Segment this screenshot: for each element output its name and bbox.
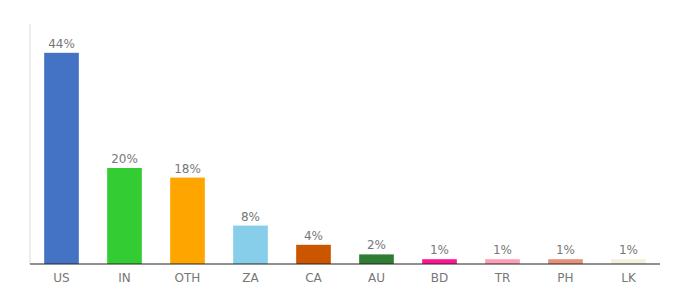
data-label: 18%: [174, 162, 201, 176]
bars: [44, 53, 646, 264]
x-tick-label: OTH: [175, 271, 201, 285]
y-axis-line: [30, 24, 31, 264]
data-label: 2%: [367, 238, 386, 252]
x-tick-label: ZA: [242, 271, 259, 285]
x-tick-label: BD: [431, 271, 448, 285]
bar: [170, 178, 205, 264]
x-tick-label: TR: [494, 271, 511, 285]
chart-container: US IN OTH ZA CA AU BD TR PH LK 44% 20% 18% 8% 4% 2% 1% 1%…: [0, 0, 680, 300]
x-axis-line: [30, 263, 660, 264]
x-tick-label: US: [53, 271, 69, 285]
bar: [485, 259, 520, 264]
bar: [359, 254, 394, 264]
data-label: 44%: [48, 37, 75, 51]
x-tick-label: AU: [368, 271, 385, 285]
bar: [44, 53, 79, 264]
x-tick-label: IN: [118, 271, 131, 285]
x-tick-label: LK: [621, 271, 637, 285]
data-label: 4%: [304, 229, 323, 243]
data-label: 1%: [556, 243, 575, 257]
bar: [611, 259, 646, 264]
data-label: 1%: [430, 243, 449, 257]
data-label: 1%: [493, 243, 512, 257]
bar: [296, 245, 331, 264]
bar: [107, 168, 142, 264]
data-label: 20%: [111, 152, 138, 166]
data-label: 8%: [241, 210, 260, 224]
bar: [422, 259, 457, 264]
bar: [233, 226, 268, 264]
chart: US IN OTH ZA CA AU BD TR PH LK 44% 20% 18% 8% 4% 2% 1% 1%…: [0, 0, 680, 300]
bar: [548, 259, 583, 264]
data-label: 1%: [619, 243, 638, 257]
x-tick-label: PH: [557, 271, 573, 285]
x-tick-label: CA: [305, 271, 322, 285]
